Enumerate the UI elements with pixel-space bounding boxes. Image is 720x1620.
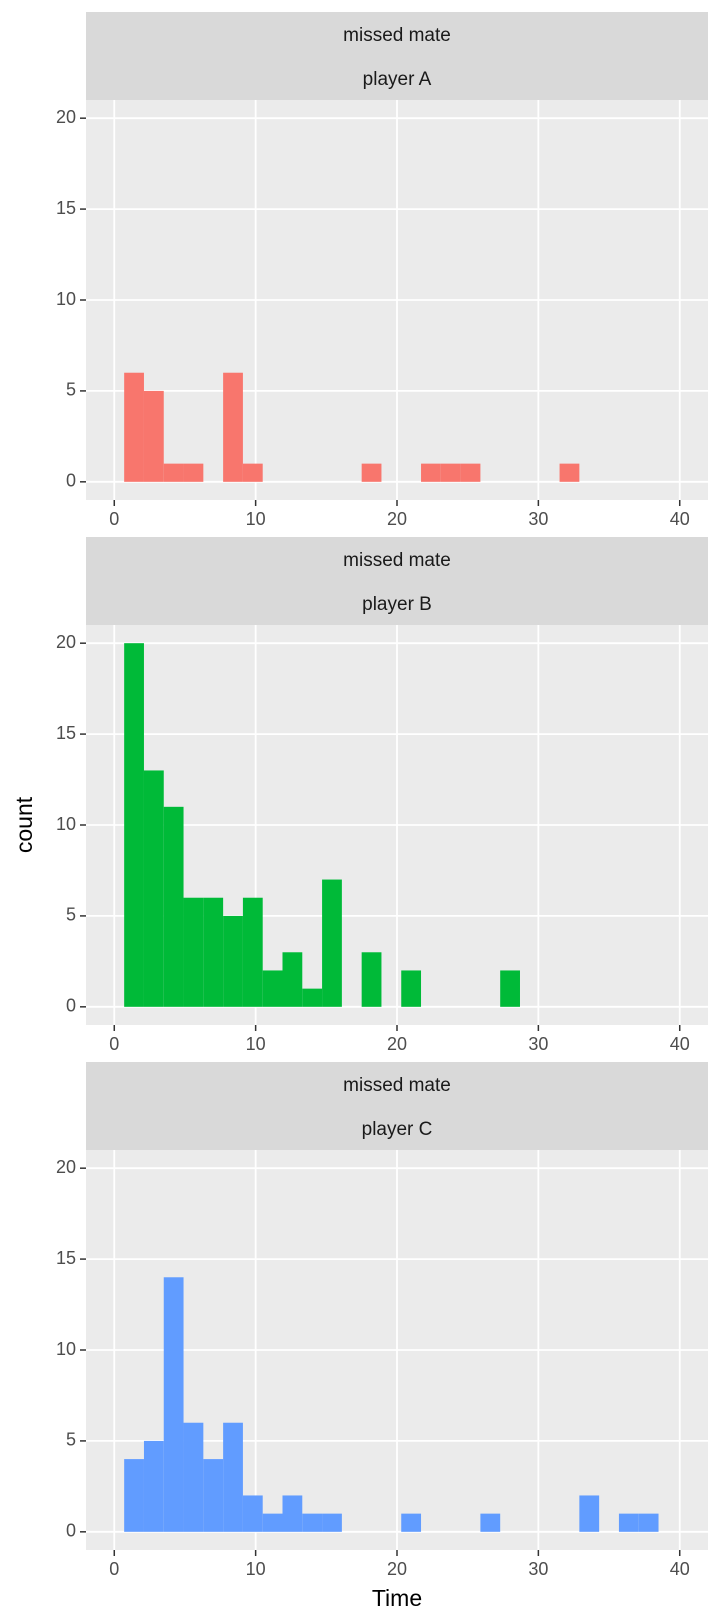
bar [559, 463, 580, 482]
bar [143, 1440, 164, 1532]
x-tick-label: 10 [246, 1559, 266, 1579]
bar [500, 970, 520, 1007]
y-tick-label: 0 [66, 996, 76, 1016]
x-tick-label: 40 [670, 1559, 690, 1579]
bar [282, 1495, 303, 1532]
strip-label: player A [363, 69, 432, 90]
bar [282, 952, 303, 1007]
y-tick-label: 0 [66, 1521, 76, 1541]
strip-background [86, 1062, 708, 1150]
x-tick-label: 20 [387, 1034, 407, 1054]
y-tick-label: 20 [56, 632, 76, 652]
bar [618, 1513, 639, 1532]
bar [440, 463, 461, 482]
y-tick-label: 10 [56, 814, 76, 834]
x-axis-title: Time [372, 1585, 422, 1611]
bar [163, 1277, 184, 1532]
x-tick-label: 0 [109, 1034, 119, 1054]
bar [322, 879, 342, 1007]
y-tick-label: 15 [56, 1248, 76, 1268]
y-tick-label: 20 [56, 1157, 76, 1177]
x-tick-label: 30 [528, 509, 548, 529]
y-tick-label: 15 [56, 723, 76, 743]
bar [223, 372, 243, 482]
bar [322, 1513, 342, 1532]
bar [242, 463, 263, 482]
bar [262, 970, 283, 1007]
bar [361, 952, 382, 1007]
x-tick-label: 0 [109, 509, 119, 529]
x-tick-label: 40 [670, 509, 690, 529]
y-tick-label: 10 [56, 1339, 76, 1359]
bar [183, 897, 204, 1007]
bar [124, 1459, 144, 1532]
strip-background [86, 537, 708, 625]
x-tick-label: 30 [528, 1034, 548, 1054]
x-tick-label: 40 [670, 1034, 690, 1054]
y-tick-label: 15 [56, 198, 76, 218]
bar [242, 897, 263, 1007]
bar [143, 390, 164, 482]
bar [460, 463, 481, 482]
strip-label: player B [362, 594, 432, 615]
bar [223, 915, 243, 1007]
strip-label: player C [362, 1119, 433, 1140]
bar [401, 1513, 422, 1532]
strip-background [86, 12, 708, 100]
x-tick-label: 20 [387, 509, 407, 529]
x-tick-label: 0 [109, 1559, 119, 1579]
bar [183, 1422, 204, 1532]
x-tick-label: 10 [246, 1034, 266, 1054]
bar [163, 806, 184, 1007]
x-tick-label: 30 [528, 1559, 548, 1579]
bar [223, 1422, 243, 1532]
y-tick-label: 5 [66, 380, 76, 400]
y-axis-title: count [11, 796, 37, 853]
y-tick-label: 5 [66, 905, 76, 925]
bar [143, 770, 164, 1007]
bar [183, 463, 204, 482]
strip-label: missed mate [343, 550, 451, 571]
bar [638, 1513, 659, 1532]
bar [401, 970, 422, 1007]
strip-label: missed mate [343, 1075, 451, 1096]
bar [262, 1513, 283, 1532]
bar [302, 988, 323, 1007]
y-tick-label: 10 [56, 289, 76, 309]
bar [203, 1459, 224, 1532]
y-tick-label: 5 [66, 1430, 76, 1450]
bar [361, 463, 382, 482]
x-tick-label: 10 [246, 509, 266, 529]
bar [242, 1495, 263, 1532]
bar [124, 372, 144, 482]
bar [163, 463, 184, 482]
bar [480, 1513, 501, 1532]
y-tick-label: 0 [66, 471, 76, 491]
bar [579, 1495, 600, 1532]
bar [203, 897, 224, 1007]
x-tick-label: 20 [387, 1559, 407, 1579]
y-tick-label: 20 [56, 107, 76, 127]
bar [124, 643, 144, 1007]
bar [421, 463, 441, 482]
bar [302, 1513, 323, 1532]
strip-label: missed mate [343, 25, 451, 46]
